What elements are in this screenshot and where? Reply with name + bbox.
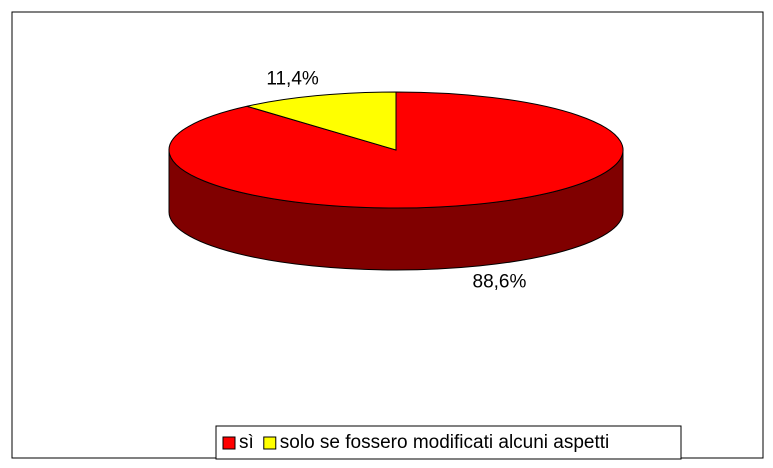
data-label: 88,6%: [473, 272, 527, 293]
data-label: 11,4%: [266, 68, 319, 89]
legend-label: sì: [239, 432, 254, 453]
legend-swatch: [263, 436, 277, 450]
legend-swatch: [222, 436, 236, 450]
legend: sì solo se fossero modificati alcuni aspe…: [222, 432, 610, 453]
legend-box: [215, 425, 682, 460]
pie-slice: [246, 91, 397, 151]
legend-label: solo se fossero modificati alcuni aspett…: [280, 432, 610, 453]
pie: 88,6% 11,4%: [168, 68, 624, 293]
